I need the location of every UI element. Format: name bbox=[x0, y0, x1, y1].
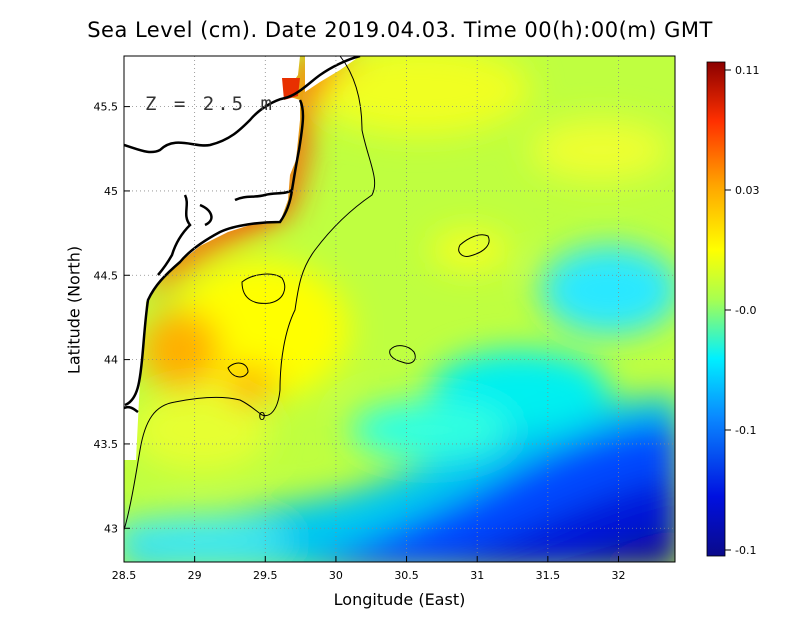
colorbar-tick-label: -0.1 bbox=[735, 544, 756, 557]
x-tick-label: 30.5 bbox=[394, 569, 419, 582]
y-tick-label: 44 bbox=[104, 354, 118, 367]
y-tick-label: 45.5 bbox=[94, 101, 119, 114]
y-tick-label: 43.5 bbox=[94, 438, 119, 451]
colorbar-tick-label: -0.0 bbox=[735, 304, 756, 317]
x-tick-label: 31 bbox=[470, 569, 484, 582]
contour-label: 0 bbox=[259, 410, 266, 423]
colorbar-tick-label: -0.1 bbox=[735, 424, 756, 437]
zero-contours bbox=[124, 56, 490, 531]
x-tick-label: 32 bbox=[611, 569, 625, 582]
y-tick-label: 44.5 bbox=[94, 269, 119, 282]
x-axis-label: Longitude (East) bbox=[333, 590, 466, 609]
y-tick-label: 45 bbox=[104, 185, 118, 198]
coastline bbox=[124, 56, 361, 414]
plot-frame bbox=[123, 55, 676, 563]
y-axis: 43 43.5 44 44.5 45 45.5 bbox=[94, 101, 130, 535]
colorbar-ticks: 0.11 0.03 -0.0 -0.1 -0.1 bbox=[725, 64, 760, 557]
chart-title: Sea Level (cm). Date 2019.04.03. Time 00… bbox=[87, 18, 713, 42]
grid bbox=[124, 56, 675, 562]
x-tick-label: 29.5 bbox=[253, 569, 278, 582]
y-axis-label: Latitude (North) bbox=[64, 245, 84, 375]
x-tick-label: 31.5 bbox=[536, 569, 561, 582]
colorbar-tick-label: 0.11 bbox=[735, 64, 760, 77]
y-tick-label: 43 bbox=[104, 522, 118, 535]
colorbar-tick-label: 0.03 bbox=[735, 184, 760, 197]
colorbar bbox=[706, 61, 726, 557]
x-tick-label: 29 bbox=[188, 569, 202, 582]
depth-annotation: Z = 2.5 m bbox=[145, 93, 275, 115]
x-tick-label: 28.5 bbox=[112, 569, 137, 582]
sea-level-field: 0 bbox=[124, 56, 675, 562]
x-tick-label: 30 bbox=[329, 569, 343, 582]
x-axis: 28.5 29 29.5 30 30.5 31 31.5 32 bbox=[112, 556, 625, 582]
